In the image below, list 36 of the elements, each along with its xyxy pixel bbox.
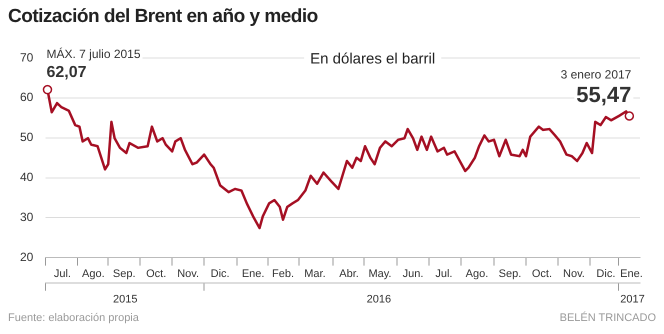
y-tick-label: 60 bbox=[20, 90, 34, 104]
x-tick-label: Oct. bbox=[146, 268, 166, 280]
annotation: 62,07 bbox=[46, 64, 87, 82]
x-tick-label: Abr. bbox=[339, 268, 359, 280]
x2-tick-label: 2016 bbox=[366, 293, 392, 306]
y-tick-label: 50 bbox=[20, 130, 34, 144]
x-tick-label: Nov. bbox=[177, 268, 200, 280]
x-tick-label: Jun. bbox=[402, 268, 424, 280]
x-tick-label: Dic. bbox=[596, 268, 616, 280]
x2-tick-label: 2017 bbox=[620, 293, 645, 306]
y-tick-label: 40 bbox=[20, 170, 34, 184]
x-tick-label: Sep. bbox=[498, 268, 522, 280]
y-tick-label: 30 bbox=[20, 210, 34, 224]
annotation: 55,47 bbox=[576, 82, 632, 108]
x-tick-label: Jul. bbox=[435, 268, 452, 280]
x-tick-label: Mar. bbox=[304, 268, 326, 280]
x-tick-label: Ago. bbox=[82, 268, 105, 280]
x-tick-label: May. bbox=[368, 268, 392, 280]
annotation: MÁX. 7 julio 2015 bbox=[46, 46, 141, 61]
x-tick-label: Ene. bbox=[620, 268, 643, 280]
x-tick-label: Jul. bbox=[54, 268, 71, 280]
annotation: 3 enero 2017 bbox=[560, 67, 632, 82]
chart-title: Cotización del Brent en año y medio bbox=[8, 6, 318, 28]
x-tick-label: Oct. bbox=[532, 268, 552, 280]
text: BELÉN TRINCADO bbox=[560, 312, 656, 324]
y-tick-label: 70 bbox=[20, 50, 34, 64]
x2-tick-label: 2015 bbox=[113, 293, 138, 306]
chart-subtitle: En dólares el barril bbox=[310, 50, 436, 68]
y-tick-label: 20 bbox=[20, 250, 34, 264]
x-tick-label: Nov. bbox=[563, 268, 585, 280]
x-tick-label: Feb. bbox=[272, 268, 294, 280]
x-tick-label: Ene. bbox=[242, 268, 264, 280]
x-tick-label: Sep. bbox=[112, 268, 136, 280]
x-tick-label: Ago. bbox=[466, 268, 488, 280]
x-tick-label: Dic. bbox=[210, 268, 230, 280]
source-note: Fuente: elaboración propia bbox=[8, 312, 139, 324]
